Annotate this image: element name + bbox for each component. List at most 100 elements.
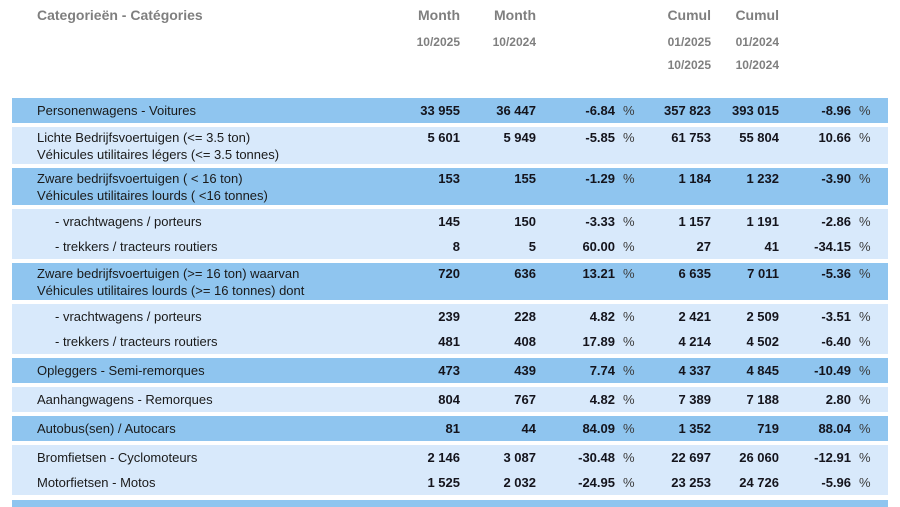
category-label: Autobus(sen) / Autocars [37,421,176,436]
cumul-previous-value: 1 191 [746,214,779,229]
category-cell: Opleggers - Semi-remorques [12,362,400,379]
cumul-percent-sign: % [859,421,871,436]
month-current-value: 2 146 [427,450,460,465]
table-body: Personenwagens - Voitures 33 955 36 447 -6.… [12,98,888,495]
month-current-value: 481 [438,334,460,349]
table-row: Autobus(sen) / Autocars 81 44 84.09% 1 352 71… [12,416,888,441]
cumul-previous-title: Cumul [735,7,779,23]
table-row: Aanhangwagens - Remorques 804 767 4.82% 7 38… [12,387,888,412]
month-percent-sign: % [623,214,635,229]
month-current-value: 145 [438,214,460,229]
cumul-percent-sign: % [859,392,871,407]
cumul-current-value: 357 823 [664,103,711,118]
cumul-previous-value: 26 060 [739,450,779,465]
table-row: Personenwagens - Voitures 33 955 36 447 -6.… [12,98,888,123]
cumul-previous-period-end: 10/2024 [735,58,779,72]
category-label: Véhicules utilitaires lourds ( <16 tonne… [37,188,268,203]
category-label: - trekkers / tracteurs routiers [55,239,218,254]
cumul-current-value: 7 389 [678,392,711,407]
month-current-value: 81 [445,421,460,436]
month-previous-title: Month [494,7,536,23]
month-change-pct-value: -30.48 [578,450,615,465]
month-percent-sign: % [623,266,635,281]
month-current-value: 5 601 [427,130,460,145]
category-cell: Zware bedrijfsvoertuigen ( < 16 ton) Véhi… [12,170,400,204]
category-cell: Bromfietsen - Cyclomoteurs [12,449,400,466]
column-header-cumul-current: Cumul 01/2025 10/2025 [645,7,713,77]
month-percent-sign: % [623,475,635,490]
category-cell: - trekkers / tracteurs routiers [12,238,400,255]
column-header-categories: Categorieën - Catégories [37,7,203,23]
month-current-value: 8 [452,239,460,254]
month-change-pct-value: -6.84 [585,103,615,118]
cumul-current-period-start: 01/2025 [667,35,711,49]
month-change-pct-value: 4.82 [589,309,615,324]
table-row: Zware bedrijfsvoertuigen ( < 16 ton) Véhi… [12,168,888,205]
month-previous-value: 5 [528,239,536,254]
month-current-value: 473 [438,363,460,378]
category-cell: - vrachtwagens / porteurs [12,213,400,230]
table-row: Bromfietsen - Cyclomoteurs 2 146 3 087 -30.… [12,445,888,470]
table-header-row: Categorieën - Catégories Month 10/2025 M… [12,0,888,98]
month-current-value: 33 955 [420,103,460,118]
month-previous-value: 155 [514,171,536,186]
cumul-change-pct-value: 88.04 [818,421,851,436]
cropped-next-row-bar [12,500,888,507]
cumul-percent-sign: % [859,103,871,118]
cumul-current-value: 4 337 [678,363,711,378]
category-label: - vrachtwagens / porteurs [55,309,202,324]
cumul-percent-sign: % [859,475,871,490]
cumul-current-value: 1 352 [678,421,711,436]
cumul-change-pct-value: -3.51 [821,309,851,324]
month-change-pct-value: -5.85 [585,130,615,145]
cumul-change-pct-value: -10.49 [814,363,851,378]
month-current-period: 10/2025 [416,35,460,49]
month-change-pct-value: 4.82 [589,392,615,407]
category-label: Aanhangwagens - Remorques [37,392,213,407]
month-change-pct-value: 60.00 [582,239,615,254]
cumul-change-pct-value: -3.90 [821,171,851,186]
category-label: - vrachtwagens / porteurs [55,214,202,229]
cumul-previous-value: 4 502 [746,334,779,349]
cumul-previous-value: 41 [764,239,779,254]
cumul-current-value: 61 753 [671,130,711,145]
category-cell: - trekkers / tracteurs routiers [12,333,400,350]
cumul-change-pct-value: -5.36 [821,266,851,281]
category-cell: Motorfietsen - Motos [12,474,400,491]
month-current-value: 804 [438,392,460,407]
category-cell: Personenwagens - Voitures [12,102,400,119]
table-row: - trekkers / tracteurs routiers 8 5 60.00% 2… [12,234,888,259]
month-previous-value: 228 [514,309,536,324]
cumul-previous-period-start: 01/2024 [735,35,779,49]
month-change-pct-value: 13.21 [582,266,615,281]
month-previous-value: 636 [514,266,536,281]
cumul-current-value: 1 157 [678,214,711,229]
month-change-pct-value: 84.09 [582,421,615,436]
category-label: Véhicules utilitaires légers (<= 3.5 ton… [37,147,280,162]
month-previous-period: 10/2024 [492,35,536,49]
cumul-change-pct-value: 10.66 [818,130,851,145]
category-cell: Autobus(sen) / Autocars [12,420,400,437]
category-cell: Lichte Bedrijfsvoertuigen (<= 3.5 ton) Vé… [12,129,400,163]
cumul-current-value: 2 421 [678,309,711,324]
month-previous-value: 36 447 [496,103,536,118]
month-change-pct-value: -24.95 [578,475,615,490]
month-percent-sign: % [623,421,635,436]
cumul-percent-sign: % [859,266,871,281]
cumul-current-value: 4 214 [678,334,711,349]
category-label: Personenwagens - Voitures [37,103,196,118]
month-previous-value: 150 [514,214,536,229]
month-current-value: 720 [438,266,460,281]
month-percent-sign: % [623,103,635,118]
month-previous-value: 44 [521,421,536,436]
category-label: Bromfietsen - Cyclomoteurs [37,450,198,465]
month-current-title: Month [418,7,460,23]
column-header-cumul-previous: Cumul 01/2024 10/2024 [713,7,781,77]
month-change-pct-value: 7.74 [589,363,615,378]
month-percent-sign: % [623,363,635,378]
month-percent-sign: % [623,334,635,349]
table-row: Zware bedrijfsvoertuigen (>= 16 ton) waa… [12,263,888,300]
cumul-percent-sign: % [859,334,871,349]
month-previous-value: 5 949 [503,130,536,145]
month-previous-value: 2 032 [503,475,536,490]
